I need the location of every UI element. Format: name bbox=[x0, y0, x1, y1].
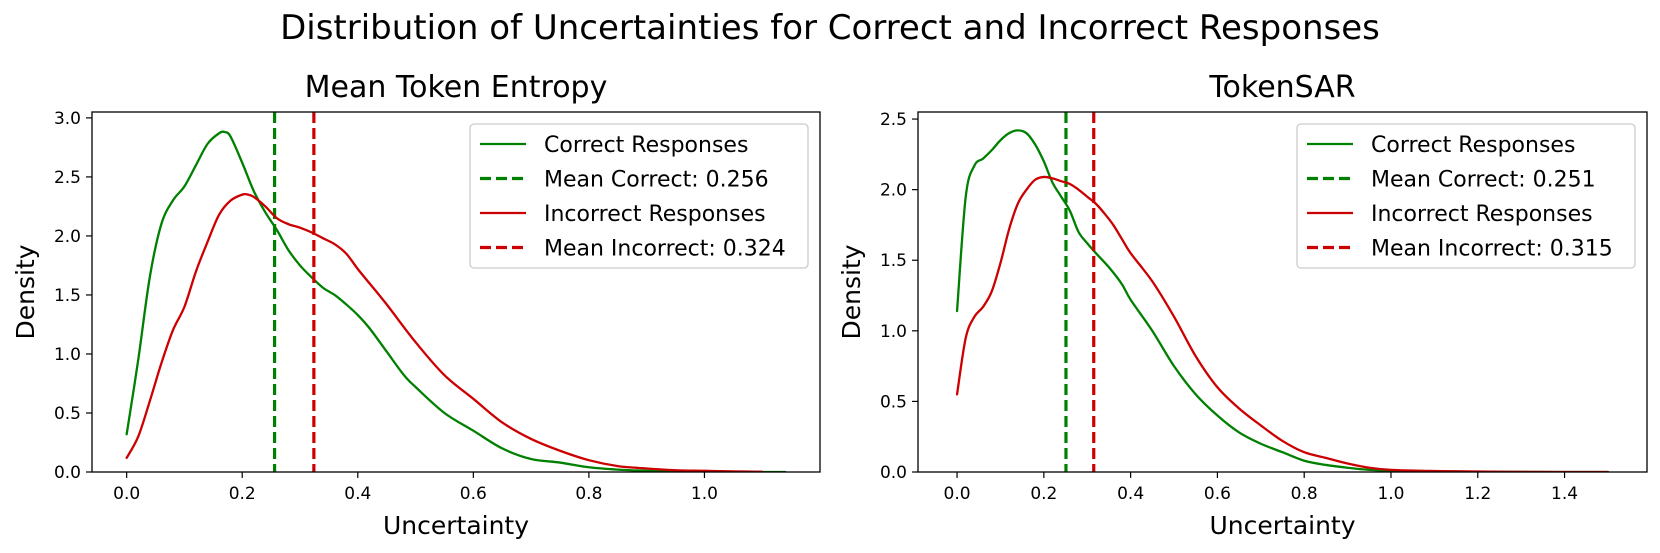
mean-token-entropy-x-tick-label: 0.6 bbox=[460, 484, 487, 504]
panel-tokensar: TokenSAR Uncertainty Density 0.0 0.2 0.4 0.6 0.… bbox=[837, 70, 1648, 540]
tokensar-y-tick-label: 2.0 bbox=[880, 181, 907, 201]
mean-token-entropy-y-tick-label: 0.5 bbox=[54, 404, 81, 424]
mean-token-entropy-x-tick-label: 0.2 bbox=[229, 484, 256, 504]
tokensar-legend-label: Mean Incorrect: 0.315 bbox=[1371, 237, 1613, 262]
tokensar-y-tick-label: 0.0 bbox=[880, 463, 907, 483]
tokensar-x-tick-label: 0.4 bbox=[1117, 484, 1144, 504]
tokensar-x-tick-label: 0.2 bbox=[1030, 484, 1057, 504]
mean-token-entropy-x-axis-label: Uncertainty bbox=[383, 511, 529, 540]
mean-token-entropy-plot-frame bbox=[91, 111, 821, 473]
tokensar-incorrect-responses-curve bbox=[955, 175, 1610, 472]
mean-token-entropy-y-tick-label: 2.5 bbox=[54, 168, 81, 188]
mean-token-entropy-x-tick-label: 1.0 bbox=[691, 484, 718, 504]
tokensar-x-tick-label: 1.0 bbox=[1377, 484, 1404, 504]
mean-token-entropy-x-tick-label: 0.4 bbox=[344, 484, 371, 504]
mean-token-entropy-legend-label: Mean Incorrect: 0.324 bbox=[544, 237, 786, 262]
tokensar-legend-label: Incorrect Responses bbox=[1371, 202, 1593, 227]
mean-token-entropy-title: Mean Token Entropy bbox=[305, 70, 608, 105]
tokensar-x-tick-label: 0.8 bbox=[1291, 484, 1318, 504]
tokensar-y-tick-label: 1.0 bbox=[880, 322, 907, 342]
tokensar-legend-box bbox=[1296, 123, 1636, 269]
tokensar-x-tick-label: 1.2 bbox=[1464, 484, 1491, 504]
tokensar-y-axis-label: Density bbox=[837, 244, 866, 339]
tokensar-y-tick-label: 1.5 bbox=[880, 251, 907, 271]
tokensar-legend-label: Correct Responses bbox=[1371, 133, 1575, 158]
mean-token-entropy-correct-responses-curve bbox=[125, 130, 787, 472]
mean-token-entropy-x-tick-label: 0.0 bbox=[113, 484, 140, 504]
mean-token-entropy-y-tick-label: 2.0 bbox=[54, 227, 81, 247]
mean-token-entropy-legend-box bbox=[469, 123, 809, 269]
tokensar-x-tick-label: 1.4 bbox=[1551, 484, 1578, 504]
mean-token-entropy-y-tick-label: 0.0 bbox=[54, 463, 81, 483]
mean-token-entropy-y-tick-label: 1.5 bbox=[54, 286, 81, 306]
mean-token-entropy-y-axis-label: Density bbox=[11, 244, 40, 339]
mean-token-entropy-legend: Correct Responses Mean Correct: 0.256 Inco… bbox=[469, 123, 809, 269]
tokensar-legend-label: Mean Correct: 0.251 bbox=[1371, 168, 1596, 193]
tokensar-title: TokenSAR bbox=[1208, 70, 1355, 105]
tokensar-x-axis-label: Uncertainty bbox=[1209, 511, 1355, 540]
mean-token-entropy-incorrect-responses-curve bbox=[125, 192, 764, 472]
panel-mean-token-entropy: Mean Token Entropy Uncertainty Density 0.0 0… bbox=[11, 70, 821, 540]
tokensar-y-tick-label: 0.5 bbox=[880, 392, 907, 412]
tokensar-plot-frame bbox=[917, 111, 1648, 473]
mean-token-entropy-legend-label: Mean Correct: 0.256 bbox=[544, 168, 769, 193]
mean-token-entropy-legend-label: Incorrect Responses bbox=[544, 202, 766, 227]
mean-token-entropy-x-tick-label: 0.8 bbox=[575, 484, 602, 504]
tokensar-correct-responses-curve bbox=[955, 129, 1610, 472]
figure-suptitle: Distribution of Uncertainties for Correc… bbox=[280, 8, 1380, 48]
tokensar-y-tick-label: 2.5 bbox=[880, 110, 907, 130]
mean-token-entropy-y-tick-label: 3.0 bbox=[54, 109, 81, 129]
tokensar-legend: Correct Responses Mean Correct: 0.251 Inco… bbox=[1296, 123, 1636, 269]
mean-token-entropy-legend-label: Correct Responses bbox=[544, 133, 748, 158]
mean-token-entropy-y-tick-label: 1.0 bbox=[54, 345, 81, 365]
tokensar-x-tick-label: 0.0 bbox=[944, 484, 971, 504]
tokensar-x-tick-label: 0.6 bbox=[1204, 484, 1231, 504]
